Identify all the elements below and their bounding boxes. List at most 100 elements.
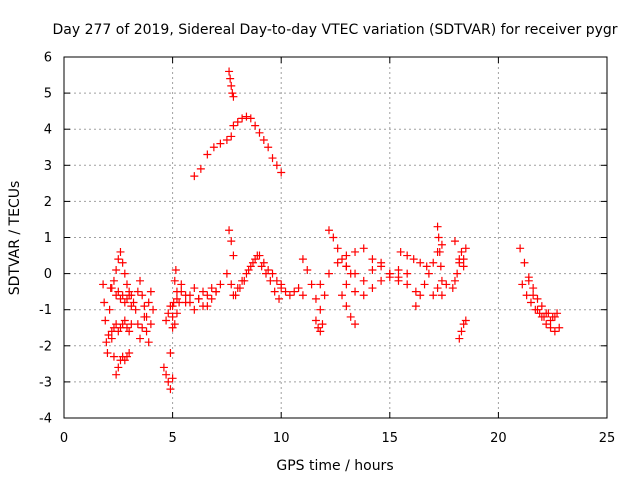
data-point bbox=[164, 377, 173, 386]
data-point bbox=[316, 305, 325, 314]
data-point bbox=[229, 291, 238, 300]
data-point bbox=[171, 265, 180, 274]
data-point bbox=[100, 298, 109, 307]
data-point bbox=[333, 258, 342, 267]
data-point bbox=[168, 323, 177, 332]
data-point bbox=[324, 226, 333, 235]
data-point bbox=[453, 269, 462, 278]
data-point bbox=[172, 309, 181, 318]
data-point bbox=[459, 262, 468, 271]
data-point bbox=[342, 262, 351, 271]
data-point bbox=[342, 280, 351, 289]
data-point bbox=[516, 244, 525, 253]
data-point bbox=[298, 255, 307, 264]
data-point bbox=[209, 143, 218, 152]
data-point bbox=[144, 298, 153, 307]
data-point bbox=[122, 280, 131, 289]
data-point bbox=[368, 255, 377, 264]
data-point bbox=[537, 302, 546, 311]
data-point bbox=[112, 370, 121, 379]
data-point bbox=[122, 352, 131, 361]
data-point bbox=[540, 312, 549, 321]
data-point bbox=[311, 294, 320, 303]
data-point bbox=[246, 114, 255, 123]
data-point bbox=[196, 164, 205, 173]
data-point bbox=[450, 237, 459, 246]
data-point bbox=[229, 251, 238, 260]
data-point bbox=[459, 320, 468, 329]
data-point bbox=[227, 81, 236, 90]
data-point bbox=[433, 222, 442, 231]
data-point bbox=[109, 276, 118, 285]
data-point bbox=[227, 237, 236, 246]
data-point bbox=[114, 255, 123, 264]
data-point bbox=[351, 287, 360, 296]
data-point bbox=[333, 244, 342, 253]
data-point bbox=[251, 121, 260, 130]
data-point bbox=[377, 262, 386, 271]
x-tick-label: 10 bbox=[273, 431, 290, 446]
chart-title: Day 277 of 2019, Sidereal Day-to-day VTE… bbox=[52, 22, 617, 38]
data-point bbox=[316, 327, 325, 336]
data-point bbox=[546, 316, 555, 325]
data-point bbox=[120, 316, 129, 325]
data-point bbox=[125, 327, 134, 336]
data-point bbox=[550, 312, 559, 321]
data-point bbox=[307, 280, 316, 289]
data-point bbox=[203, 291, 212, 300]
data-point bbox=[222, 136, 231, 145]
data-point bbox=[518, 280, 527, 289]
data-point bbox=[255, 128, 264, 137]
data-point bbox=[114, 287, 123, 296]
y-tick-label: -2 bbox=[39, 339, 52, 354]
data-points bbox=[99, 67, 564, 394]
y-tick-label: 1 bbox=[44, 231, 52, 246]
data-point bbox=[120, 356, 129, 365]
data-point bbox=[177, 280, 186, 289]
y-tick-label: -1 bbox=[39, 303, 52, 318]
y-tick-labels: -4 -3 -2 -1 0 1 2 3 4 5 6 bbox=[39, 51, 52, 427]
data-point bbox=[142, 327, 151, 336]
data-point bbox=[298, 291, 307, 300]
data-point bbox=[242, 269, 251, 278]
data-point bbox=[122, 294, 131, 303]
data-point bbox=[450, 276, 459, 285]
data-point bbox=[109, 352, 118, 361]
data-point bbox=[264, 265, 273, 274]
data-point bbox=[129, 298, 138, 307]
data-point bbox=[118, 291, 127, 300]
data-point bbox=[133, 320, 142, 329]
data-point bbox=[420, 280, 429, 289]
data-point bbox=[212, 287, 221, 296]
data-point bbox=[190, 305, 199, 314]
data-point bbox=[229, 92, 238, 101]
data-point bbox=[244, 265, 253, 274]
data-point bbox=[194, 294, 203, 303]
data-point bbox=[522, 291, 531, 300]
data-point bbox=[542, 320, 551, 329]
data-point bbox=[411, 302, 420, 311]
data-point bbox=[448, 284, 457, 293]
data-point bbox=[268, 154, 277, 163]
y-tick-label: -4 bbox=[39, 412, 52, 427]
data-point bbox=[227, 280, 236, 289]
data-point bbox=[125, 287, 134, 296]
data-point bbox=[461, 244, 470, 253]
data-point bbox=[168, 302, 177, 311]
data-point bbox=[170, 320, 179, 329]
x-tick-label: 0 bbox=[60, 431, 68, 446]
data-point bbox=[107, 284, 116, 293]
data-point bbox=[164, 309, 173, 318]
y-tick-label: 0 bbox=[44, 267, 52, 282]
data-point bbox=[275, 294, 284, 303]
data-point bbox=[264, 143, 273, 152]
data-point bbox=[120, 269, 129, 278]
data-point bbox=[342, 302, 351, 311]
data-point bbox=[238, 114, 247, 123]
data-point bbox=[159, 363, 168, 372]
data-point bbox=[531, 305, 540, 314]
data-point bbox=[185, 298, 194, 307]
data-point bbox=[351, 247, 360, 256]
data-point bbox=[459, 255, 468, 264]
data-point bbox=[166, 385, 175, 394]
